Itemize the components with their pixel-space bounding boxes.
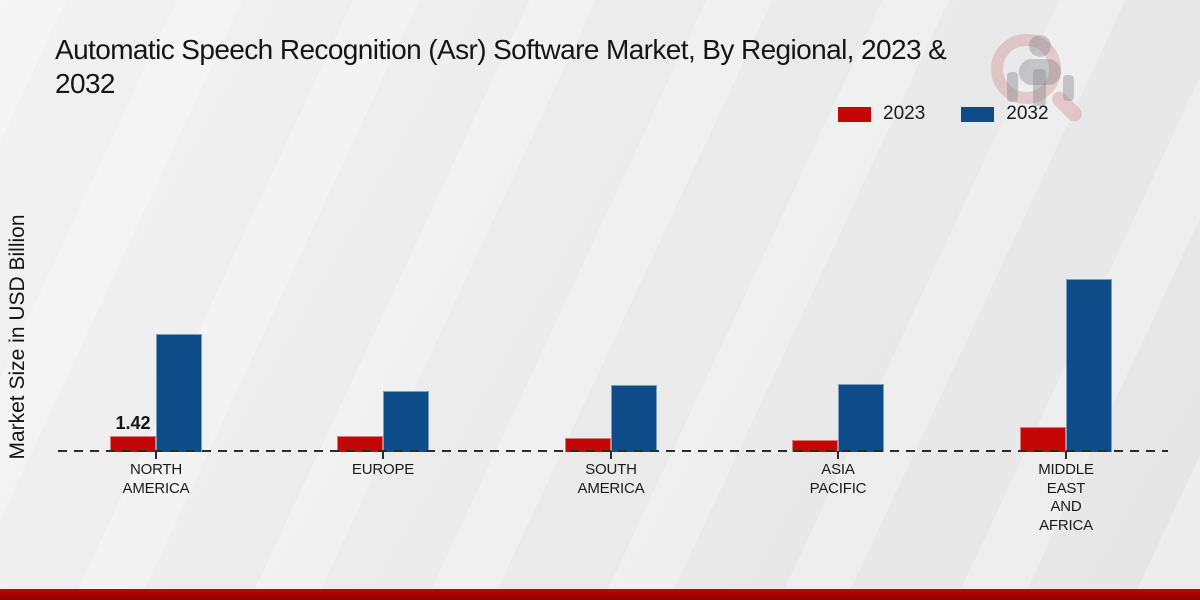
- x-axis-label-line: ASIA: [821, 461, 855, 478]
- bar-2023-south-america: [565, 438, 611, 452]
- logo-bar-icon: [1007, 72, 1018, 102]
- footer-banner: [0, 589, 1200, 600]
- bar-2023-europe: [337, 436, 383, 452]
- x-axis-label-line: AMERICA: [577, 479, 645, 497]
- x-axis-label-line: AFRICA: [1039, 516, 1093, 534]
- x-axis-label-north-america: NORTH AMERICA: [76, 461, 236, 498]
- bar-2032-asia-pacific: [838, 384, 884, 452]
- legend-label-2032: 2032: [1006, 103, 1049, 124]
- legend-item-2032: 2032: [961, 103, 1049, 125]
- bar-2023-asia-pacific: [792, 440, 838, 452]
- bar-2032-europe: [383, 391, 429, 452]
- x-axis-tick-europe: [382, 451, 384, 459]
- x-axis-tick-asia-pacific: [837, 451, 839, 459]
- x-axis-label-line: NORTH: [129, 461, 183, 478]
- legend-label-2023: 2023: [883, 103, 926, 124]
- x-axis-label-line: EAST: [1046, 479, 1086, 497]
- x-axis-label-line: EUROPE: [351, 461, 415, 478]
- x-axis-label-line: AMERICA: [122, 479, 190, 497]
- logo-bar-icon: [1063, 75, 1074, 101]
- chart-title: Automatic Speech Recognition (Asr) Softw…: [55, 33, 1185, 101]
- x-axis-tick-south-america: [610, 451, 612, 459]
- legend-item-2023: 2023: [838, 103, 925, 125]
- mrfr-logo-watermark: [975, 25, 1125, 150]
- person-body-icon: [1019, 59, 1061, 85]
- x-axis-line: [58, 450, 1168, 452]
- value-label-2023-north-america: 1.42: [115, 413, 151, 433]
- x-axis-label-line: SOUTH: [585, 461, 637, 478]
- y-axis-title: Market Size in USD Billion: [6, 214, 29, 460]
- x-axis-label-line: PACIFIC: [809, 479, 867, 497]
- x-axis-label-middle-east-and-africa: MIDDLE EAST AND AFRICA: [986, 461, 1146, 535]
- bar-2032-middle-east-and-africa: [1066, 279, 1112, 452]
- bar-2023-north-america: [110, 436, 156, 452]
- bar-2032-south-america: [611, 385, 657, 452]
- x-axis-label-line: MIDDLE: [1038, 461, 1094, 478]
- chart-title-line1: Automatic Speech Recognition (Asr) Softw…: [55, 34, 947, 65]
- logo-bar-icon: [1033, 69, 1046, 106]
- x-axis-tick-middle-east-and-africa: [1065, 451, 1067, 459]
- bar-2032-north-america: [156, 334, 202, 452]
- legend-swatch-2023: [838, 106, 871, 122]
- bar-2023-middle-east-and-africa: [1020, 427, 1066, 452]
- legend-swatch-2032: [961, 106, 995, 122]
- x-axis-tick-north-america: [155, 451, 157, 459]
- chart-title-line2: 2032: [55, 68, 115, 99]
- person-head-icon: [1029, 35, 1051, 57]
- x-axis-label-europe: EUROPE: [303, 461, 463, 480]
- x-axis-label-line: AND: [1050, 498, 1082, 515]
- x-axis-label-asia-pacific: ASIA PACIFIC: [758, 461, 918, 498]
- x-axis-label-south-america: SOUTH AMERICA: [531, 461, 691, 498]
- legend: 2023 2032: [838, 103, 1049, 125]
